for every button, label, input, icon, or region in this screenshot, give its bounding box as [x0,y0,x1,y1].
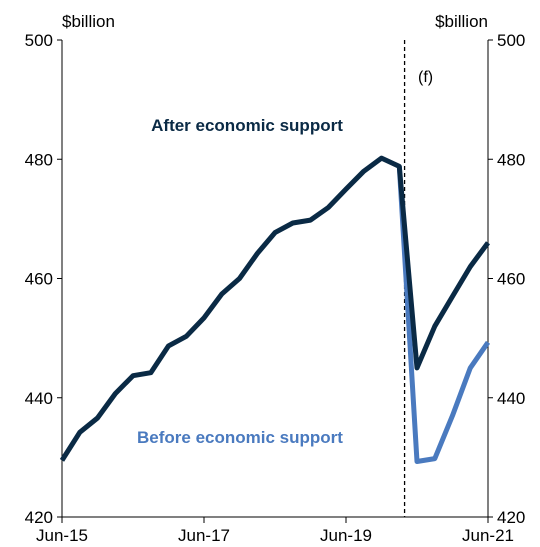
series-label-before: Before economic support [137,428,343,447]
y-tick-label-left: 440 [25,389,53,408]
x-tick-label: Jun-17 [178,526,230,545]
series-label-after: After economic support [151,116,343,135]
y-axis-unit-right: $billion [435,12,488,31]
y-tick-label-left: 480 [25,150,53,169]
y-tick-label-left: 420 [25,508,53,527]
y-tick-label-right: 500 [497,31,525,50]
y-ticks-left: 420 440 460 480 500 [25,31,62,527]
series-layer [59,155,491,464]
x-tick-label: Jun-19 [320,526,372,545]
y-tick-label-right: 480 [497,150,525,169]
forecast-label: (f) [418,69,433,86]
x-ticks: Jun-15 Jun-17 Jun-19 Jun-21 [36,517,514,545]
y-tick-label-right: 440 [497,389,525,408]
y-tick-label-right: 420 [497,508,525,527]
series-line-after-support [59,155,491,462]
series-line-before-support [396,166,491,464]
y-ticks-right: 420 440 460 480 500 [488,31,525,527]
y-tick-label-left: 500 [25,31,53,50]
x-tick-label: Jun-21 [462,526,514,545]
y-tick-label-right: 460 [497,270,525,289]
y-tick-label-left: 460 [25,270,53,289]
y-axis-unit-left: $billion [62,12,115,31]
x-tick-label: Jun-15 [36,526,88,545]
